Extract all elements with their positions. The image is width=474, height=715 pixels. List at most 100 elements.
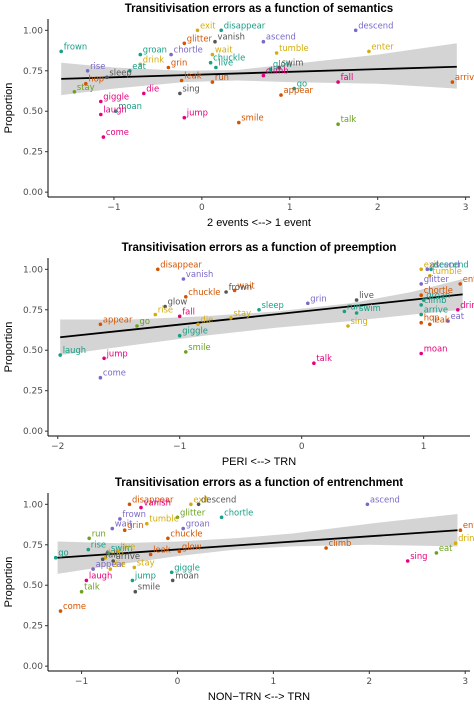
- panel-1-point-appear: [279, 93, 283, 97]
- panel-1-point-die: [142, 91, 146, 96]
- panel-2-point-descend: [429, 267, 433, 272]
- panel-2-label-exit: exit: [424, 259, 440, 269]
- panel-2-label-glow: glow: [168, 297, 188, 307]
- panel-3-point-wait: [110, 526, 115, 531]
- panel-2-point-stay: [229, 316, 233, 320]
- panel-2-point-sleep: [257, 308, 261, 312]
- panel-3-point-arrive: [111, 559, 115, 563]
- panel-3-label-moan: moan: [175, 570, 199, 580]
- panel-1-label-drink: drink: [143, 54, 164, 64]
- panel-2-point-appear: [98, 322, 103, 327]
- panel-2-label-drink: drink: [460, 300, 474, 310]
- panel-3-title: Transitivisation errors as a function of…: [115, 477, 403, 489]
- panel-1-point-climb: [261, 73, 266, 78]
- panel-1-ytick-label: 0.00: [23, 188, 43, 198]
- panel-2-label-sleep: sleep: [262, 300, 284, 310]
- panel-2-label-appear: appear: [103, 314, 133, 324]
- panel-1-point-glow: [268, 67, 273, 71]
- panel-2-point-vanish: [181, 277, 186, 281]
- panel-2-point-come: [98, 375, 103, 380]
- panel-2-label-tumble: tumble: [432, 266, 462, 276]
- panel-3-label-enter: enter: [463, 520, 474, 530]
- panel-1-label-eat: eat: [132, 61, 146, 71]
- panel-3-label-die: die: [113, 559, 126, 569]
- panel-3-ytick-label: 1.00: [23, 500, 43, 510]
- panel-2-label-sing: sing: [351, 316, 368, 326]
- panel-2-label-frown: frown: [229, 282, 253, 292]
- panel-1-point-jump: [182, 115, 187, 120]
- panel-3-label-chuckle: chuckle: [170, 528, 202, 538]
- panel-1-ytick-label: 0.50: [23, 107, 43, 117]
- panel-1-label-run: run: [215, 72, 229, 82]
- panel-3-point-live: [116, 549, 120, 554]
- panel-3-label-fall: fall: [105, 549, 118, 559]
- panel-3-point-moan: [170, 578, 175, 583]
- panel-2-label-giggle: giggle: [182, 326, 208, 336]
- panel-2-label-run: run: [347, 301, 361, 311]
- panel-3-label-appear: appear: [96, 559, 126, 569]
- panel-2-label-chortle: chortle: [424, 285, 453, 295]
- panel-2-label-wait: wait: [237, 280, 255, 290]
- panel-3-point-glow: [177, 549, 182, 554]
- panel-3-label-sing: sing: [410, 551, 427, 561]
- panel-3-label-climb: climb: [329, 538, 352, 548]
- panel-1-point-disappear: [219, 28, 223, 33]
- panel-1-point-vanish: [213, 39, 217, 44]
- panel-3-point-giggle: [169, 570, 174, 575]
- panel-2-point-hop: [419, 320, 424, 325]
- panel-3-label-exit: exit: [193, 494, 209, 504]
- panel-3-point-rise: [86, 547, 91, 552]
- panel-1-point-ascend: [261, 39, 266, 44]
- panel-2-point-disappear: [156, 267, 160, 272]
- panel-1-label-leak: leak: [184, 71, 202, 81]
- panel-2-label-stay: stay: [233, 308, 251, 318]
- panel-2-label-arrive: arrive: [424, 305, 448, 315]
- panel-3-label-ascend: ascend: [370, 494, 400, 504]
- panel-3-point-glitter: [175, 515, 180, 520]
- panel-2-point-eat: [446, 319, 450, 323]
- panel-3-point-descend: [196, 502, 201, 507]
- panel-1-label-smile: smile: [241, 113, 263, 123]
- panel-1-point-hop: [84, 81, 88, 86]
- panel-2-label-go: go: [140, 316, 150, 326]
- panel-1-point-stay: [72, 90, 77, 94]
- panel-2-point-climb: [419, 303, 424, 307]
- panel-2-label-jump: jump: [106, 348, 128, 358]
- panel-2-point-live: [354, 298, 359, 302]
- panel-1-label-enter: enter: [371, 41, 394, 51]
- panel-3-point-leak: [148, 552, 153, 557]
- panel-1-label-talk: talk: [341, 114, 357, 124]
- panel-3-point-stay: [132, 565, 137, 570]
- panel-2-point-go: [135, 324, 139, 328]
- panel-3-point-groan: [181, 526, 185, 531]
- panel-1-x-axis-label: 2 events <--> 1 event: [207, 217, 311, 229]
- panel-1-ytick-label: 1.00: [23, 26, 43, 36]
- panel-1-label-wait: wait: [215, 45, 233, 55]
- panel-2-ytick-label: 0.50: [23, 346, 43, 356]
- panel-1-point-giggle: [99, 99, 103, 104]
- panel-1-label-glitter: glitter: [187, 33, 213, 43]
- panel-1-point-swim: [277, 65, 282, 70]
- panel-3-point-run: [87, 536, 91, 541]
- panel-1-point-smile: [237, 120, 241, 125]
- panel-3-label-talk: talk: [84, 582, 100, 592]
- panel-2-point-drink: [456, 308, 460, 312]
- panel-1-point-descend: [353, 28, 358, 33]
- panel-3-xtick-label: −1: [75, 677, 88, 687]
- panel-3-label-giggle: giggle: [174, 562, 200, 572]
- panel-2-label-laugh: laugh: [63, 345, 86, 355]
- panel-1-point-talk: [336, 122, 340, 126]
- panel-2-point-die: [196, 322, 200, 327]
- panel-3-point-laugh: [84, 578, 89, 583]
- panel-3-label-come: come: [63, 601, 86, 611]
- panel-2-label-live: live: [359, 290, 374, 300]
- panel-3-point-talk: [79, 589, 84, 594]
- panel-3-label-frown: frown: [122, 509, 145, 519]
- panel-1-point-chuckle: [208, 60, 213, 65]
- panel-1-label-disappear: disappear: [224, 20, 266, 30]
- panel-1-point-fall: [336, 80, 340, 84]
- panel-2-point-rise: [153, 312, 158, 317]
- panel-3-point-grin: [122, 528, 127, 532]
- panel-2-point-swim: [354, 311, 359, 315]
